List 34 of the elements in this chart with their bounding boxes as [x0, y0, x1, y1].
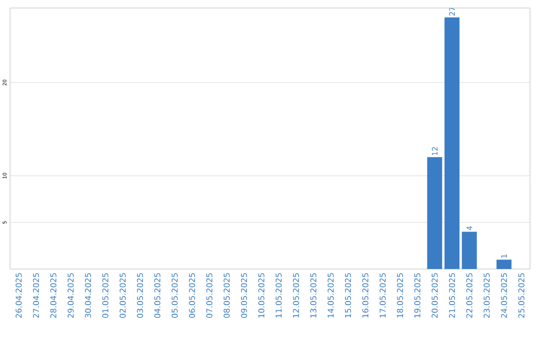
x-tick-label: 26.04.2025: [16, 273, 22, 318]
bar: [496, 260, 512, 269]
x-tick-label: 11.05.2025: [276, 273, 282, 318]
x-tick-label: 30.04.2025: [84, 273, 92, 318]
x-tick-label: 25.05.2025: [518, 273, 524, 318]
x-tick-label: 03.05.2025: [136, 273, 144, 318]
x-tick-label: 10.05.2025: [258, 273, 264, 318]
x-tick-label: 06.05.2025: [188, 273, 196, 318]
x-tick-label: 20.05.2025: [432, 273, 438, 318]
x-tick-label: 28.04.2025: [50, 273, 56, 318]
x-tick-label: 05.05.2025: [172, 273, 178, 318]
x-tick-label: 22.05.2025: [466, 273, 472, 318]
x-tick-label: 04.05.2025: [154, 273, 160, 318]
x-tick-label: 19.05.2025: [414, 273, 420, 318]
bar: [427, 157, 442, 269]
bar: [444, 17, 460, 269]
x-tick-label: 02.05.2025: [120, 273, 126, 318]
x-tick-label: 27.04.2025: [32, 273, 40, 318]
x-tick-label: 16.05.2025: [362, 273, 368, 318]
x-tick-label: 13.05.2025: [310, 273, 316, 318]
x-tick-label: 18.05.2025: [396, 273, 404, 318]
x-tick-label: 01.05.2025: [102, 273, 108, 318]
x-tick-label: 24.05.2025: [500, 273, 508, 318]
x-tick-label: 29.04.2025: [68, 273, 74, 318]
x-tick-label: 23.05.2025: [484, 273, 490, 318]
x-tick-label: 07.05.2025: [206, 273, 212, 318]
x-tick-label: 09.05.2025: [240, 273, 248, 318]
x-tick-label: 14.05.2025: [328, 273, 334, 318]
x-tick-label: 08.05.2025: [224, 273, 230, 318]
x-tick-label: 15.05.2025: [344, 273, 352, 318]
x-tick-label: 12.05.2025: [292, 273, 300, 318]
bar: [462, 232, 477, 269]
x-tick-label: 17.05.2025: [380, 273, 386, 318]
x-tick-label: 21.05.2025: [448, 273, 456, 318]
